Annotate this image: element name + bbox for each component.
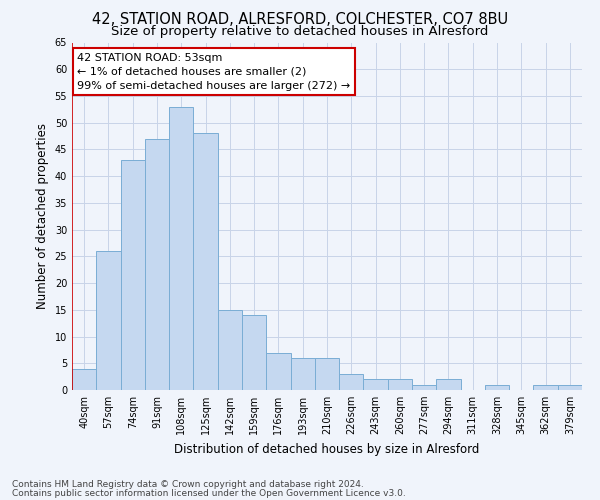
Bar	[72, 368, 96, 390]
X-axis label: Distribution of detached houses by size in Alresford: Distribution of detached houses by size …	[175, 442, 479, 456]
Bar	[193, 134, 218, 390]
Bar	[290, 358, 315, 390]
Text: Size of property relative to detached houses in Alresford: Size of property relative to detached ho…	[112, 25, 488, 38]
Bar	[388, 380, 412, 390]
Bar	[169, 106, 193, 390]
Text: Contains public sector information licensed under the Open Government Licence v3: Contains public sector information licen…	[12, 488, 406, 498]
Bar	[364, 380, 388, 390]
Y-axis label: Number of detached properties: Number of detached properties	[36, 123, 49, 309]
Bar	[121, 160, 145, 390]
Text: Contains HM Land Registry data © Crown copyright and database right 2024.: Contains HM Land Registry data © Crown c…	[12, 480, 364, 489]
Bar	[242, 315, 266, 390]
Bar	[485, 384, 509, 390]
Text: 42, STATION ROAD, ALRESFORD, COLCHESTER, CO7 8BU: 42, STATION ROAD, ALRESFORD, COLCHESTER,…	[92, 12, 508, 28]
Bar	[339, 374, 364, 390]
Text: 42 STATION ROAD: 53sqm
← 1% of detached houses are smaller (2)
99% of semi-detac: 42 STATION ROAD: 53sqm ← 1% of detached …	[77, 53, 350, 91]
Bar	[558, 384, 582, 390]
Bar	[436, 380, 461, 390]
Bar	[145, 138, 169, 390]
Bar	[533, 384, 558, 390]
Bar	[96, 251, 121, 390]
Bar	[266, 352, 290, 390]
Bar	[218, 310, 242, 390]
Bar	[315, 358, 339, 390]
Bar	[412, 384, 436, 390]
